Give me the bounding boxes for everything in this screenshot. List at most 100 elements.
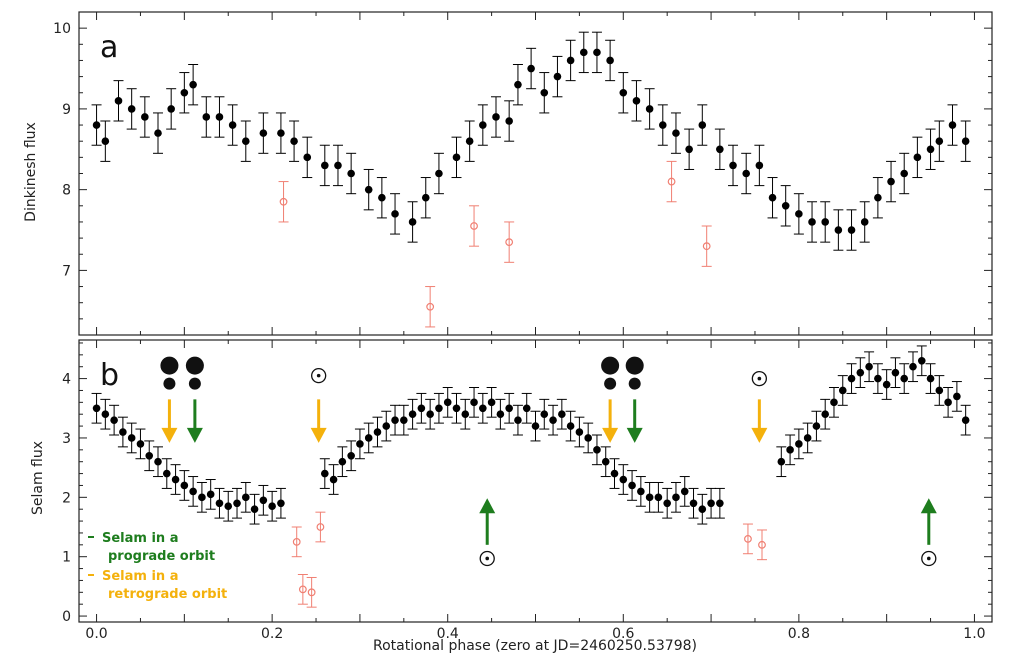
data-point bbox=[215, 499, 224, 508]
data-point bbox=[961, 416, 970, 424]
binary-primary-icon bbox=[601, 356, 620, 375]
data-point bbox=[953, 392, 961, 401]
data-point bbox=[821, 410, 830, 419]
binary-primary-icon bbox=[160, 356, 179, 375]
data-point bbox=[514, 416, 522, 424]
data-point bbox=[834, 226, 843, 234]
data-point bbox=[961, 137, 970, 145]
y-axis-label-b: Selam flux bbox=[30, 441, 46, 515]
y-tick-label-a: 7 bbox=[62, 263, 71, 279]
data-point bbox=[887, 177, 895, 186]
data-point bbox=[803, 434, 812, 442]
data-point bbox=[329, 475, 338, 484]
retrograde-arrowhead bbox=[602, 427, 619, 443]
data-point bbox=[619, 88, 628, 97]
data-point bbox=[672, 129, 680, 137]
panel-b: b 0 1 2 3 4 0.0 0.2 0.4 0.6 0.8 1.0 Selam in a progr… bbox=[62, 339, 993, 642]
data-point bbox=[917, 356, 926, 365]
data-point bbox=[531, 422, 540, 430]
binary-secondary-icon bbox=[628, 377, 641, 390]
data-point bbox=[277, 499, 285, 508]
data-point bbox=[882, 380, 891, 389]
data-point bbox=[141, 113, 149, 121]
outlier-point bbox=[307, 588, 316, 597]
data-point bbox=[127, 434, 136, 442]
data-point bbox=[505, 117, 513, 125]
data-point bbox=[426, 410, 434, 419]
data-point bbox=[707, 499, 715, 508]
data-point bbox=[101, 410, 110, 419]
data-point bbox=[180, 481, 189, 490]
data-point bbox=[92, 121, 101, 129]
data-point bbox=[838, 386, 847, 395]
retrograde-arrowhead bbox=[161, 427, 178, 443]
data-point bbox=[913, 153, 922, 162]
data-point bbox=[579, 48, 588, 57]
data-point bbox=[948, 121, 957, 129]
x-tick-label: 0.0 bbox=[85, 626, 107, 642]
data-point bbox=[786, 446, 794, 454]
data-point bbox=[812, 422, 821, 430]
data-point bbox=[479, 404, 487, 413]
outlier-point bbox=[744, 534, 752, 543]
data-point bbox=[698, 505, 707, 513]
data-point bbox=[461, 410, 470, 419]
data-point bbox=[228, 121, 237, 129]
data-point bbox=[553, 72, 562, 81]
data-point bbox=[171, 475, 180, 484]
outlier-point bbox=[292, 537, 301, 546]
prograde-arrowhead bbox=[186, 427, 203, 443]
data-point bbox=[830, 398, 838, 407]
data-point bbox=[698, 121, 707, 129]
plot-frame-a bbox=[78, 11, 993, 336]
data-point bbox=[189, 80, 197, 89]
data-point bbox=[101, 137, 110, 145]
data-point bbox=[593, 446, 601, 454]
data-point bbox=[755, 161, 764, 170]
prograde-arrowhead bbox=[626, 427, 643, 443]
data-point bbox=[496, 410, 505, 419]
data-point bbox=[417, 404, 426, 413]
outlier-point bbox=[667, 177, 676, 186]
data-point bbox=[154, 457, 162, 466]
data-point bbox=[847, 374, 856, 383]
data-point bbox=[909, 362, 917, 371]
data-point bbox=[874, 374, 882, 383]
data-point bbox=[321, 469, 329, 478]
data-point bbox=[540, 410, 549, 419]
binary-secondary-icon bbox=[163, 377, 176, 390]
data-point bbox=[944, 398, 952, 407]
prograde-arrowhead bbox=[479, 498, 496, 514]
data-point bbox=[672, 493, 680, 502]
outlier-point bbox=[702, 242, 711, 251]
data-point bbox=[400, 416, 408, 424]
data-point bbox=[421, 193, 430, 202]
data-point bbox=[356, 440, 364, 448]
y-tick-label-b: 2 bbox=[62, 490, 71, 506]
outlier-point bbox=[470, 222, 478, 230]
x-tick-label: 0.6 bbox=[612, 626, 634, 642]
data-point bbox=[891, 368, 900, 377]
retrograde-arrowhead bbox=[751, 427, 768, 443]
data-point bbox=[795, 440, 803, 448]
data-point bbox=[716, 145, 724, 154]
data-point bbox=[479, 121, 487, 129]
data-point bbox=[584, 434, 592, 442]
y-tick-label-b: 3 bbox=[62, 431, 71, 447]
data-point bbox=[391, 416, 399, 424]
y-tick-label-a: 8 bbox=[62, 183, 71, 199]
sun-symbol-dot bbox=[926, 556, 931, 561]
data-point bbox=[689, 499, 698, 508]
data-point bbox=[601, 457, 610, 466]
data-point bbox=[847, 226, 856, 234]
data-point bbox=[180, 88, 189, 97]
data-point bbox=[808, 218, 816, 226]
data-point bbox=[364, 434, 373, 442]
data-point bbox=[856, 368, 865, 377]
data-point bbox=[408, 410, 417, 419]
sun-symbol-dot bbox=[485, 556, 490, 561]
x-tick-label: 0.8 bbox=[788, 626, 810, 642]
data-point bbox=[321, 161, 329, 170]
data-point bbox=[716, 499, 724, 508]
data-point bbox=[549, 416, 557, 424]
